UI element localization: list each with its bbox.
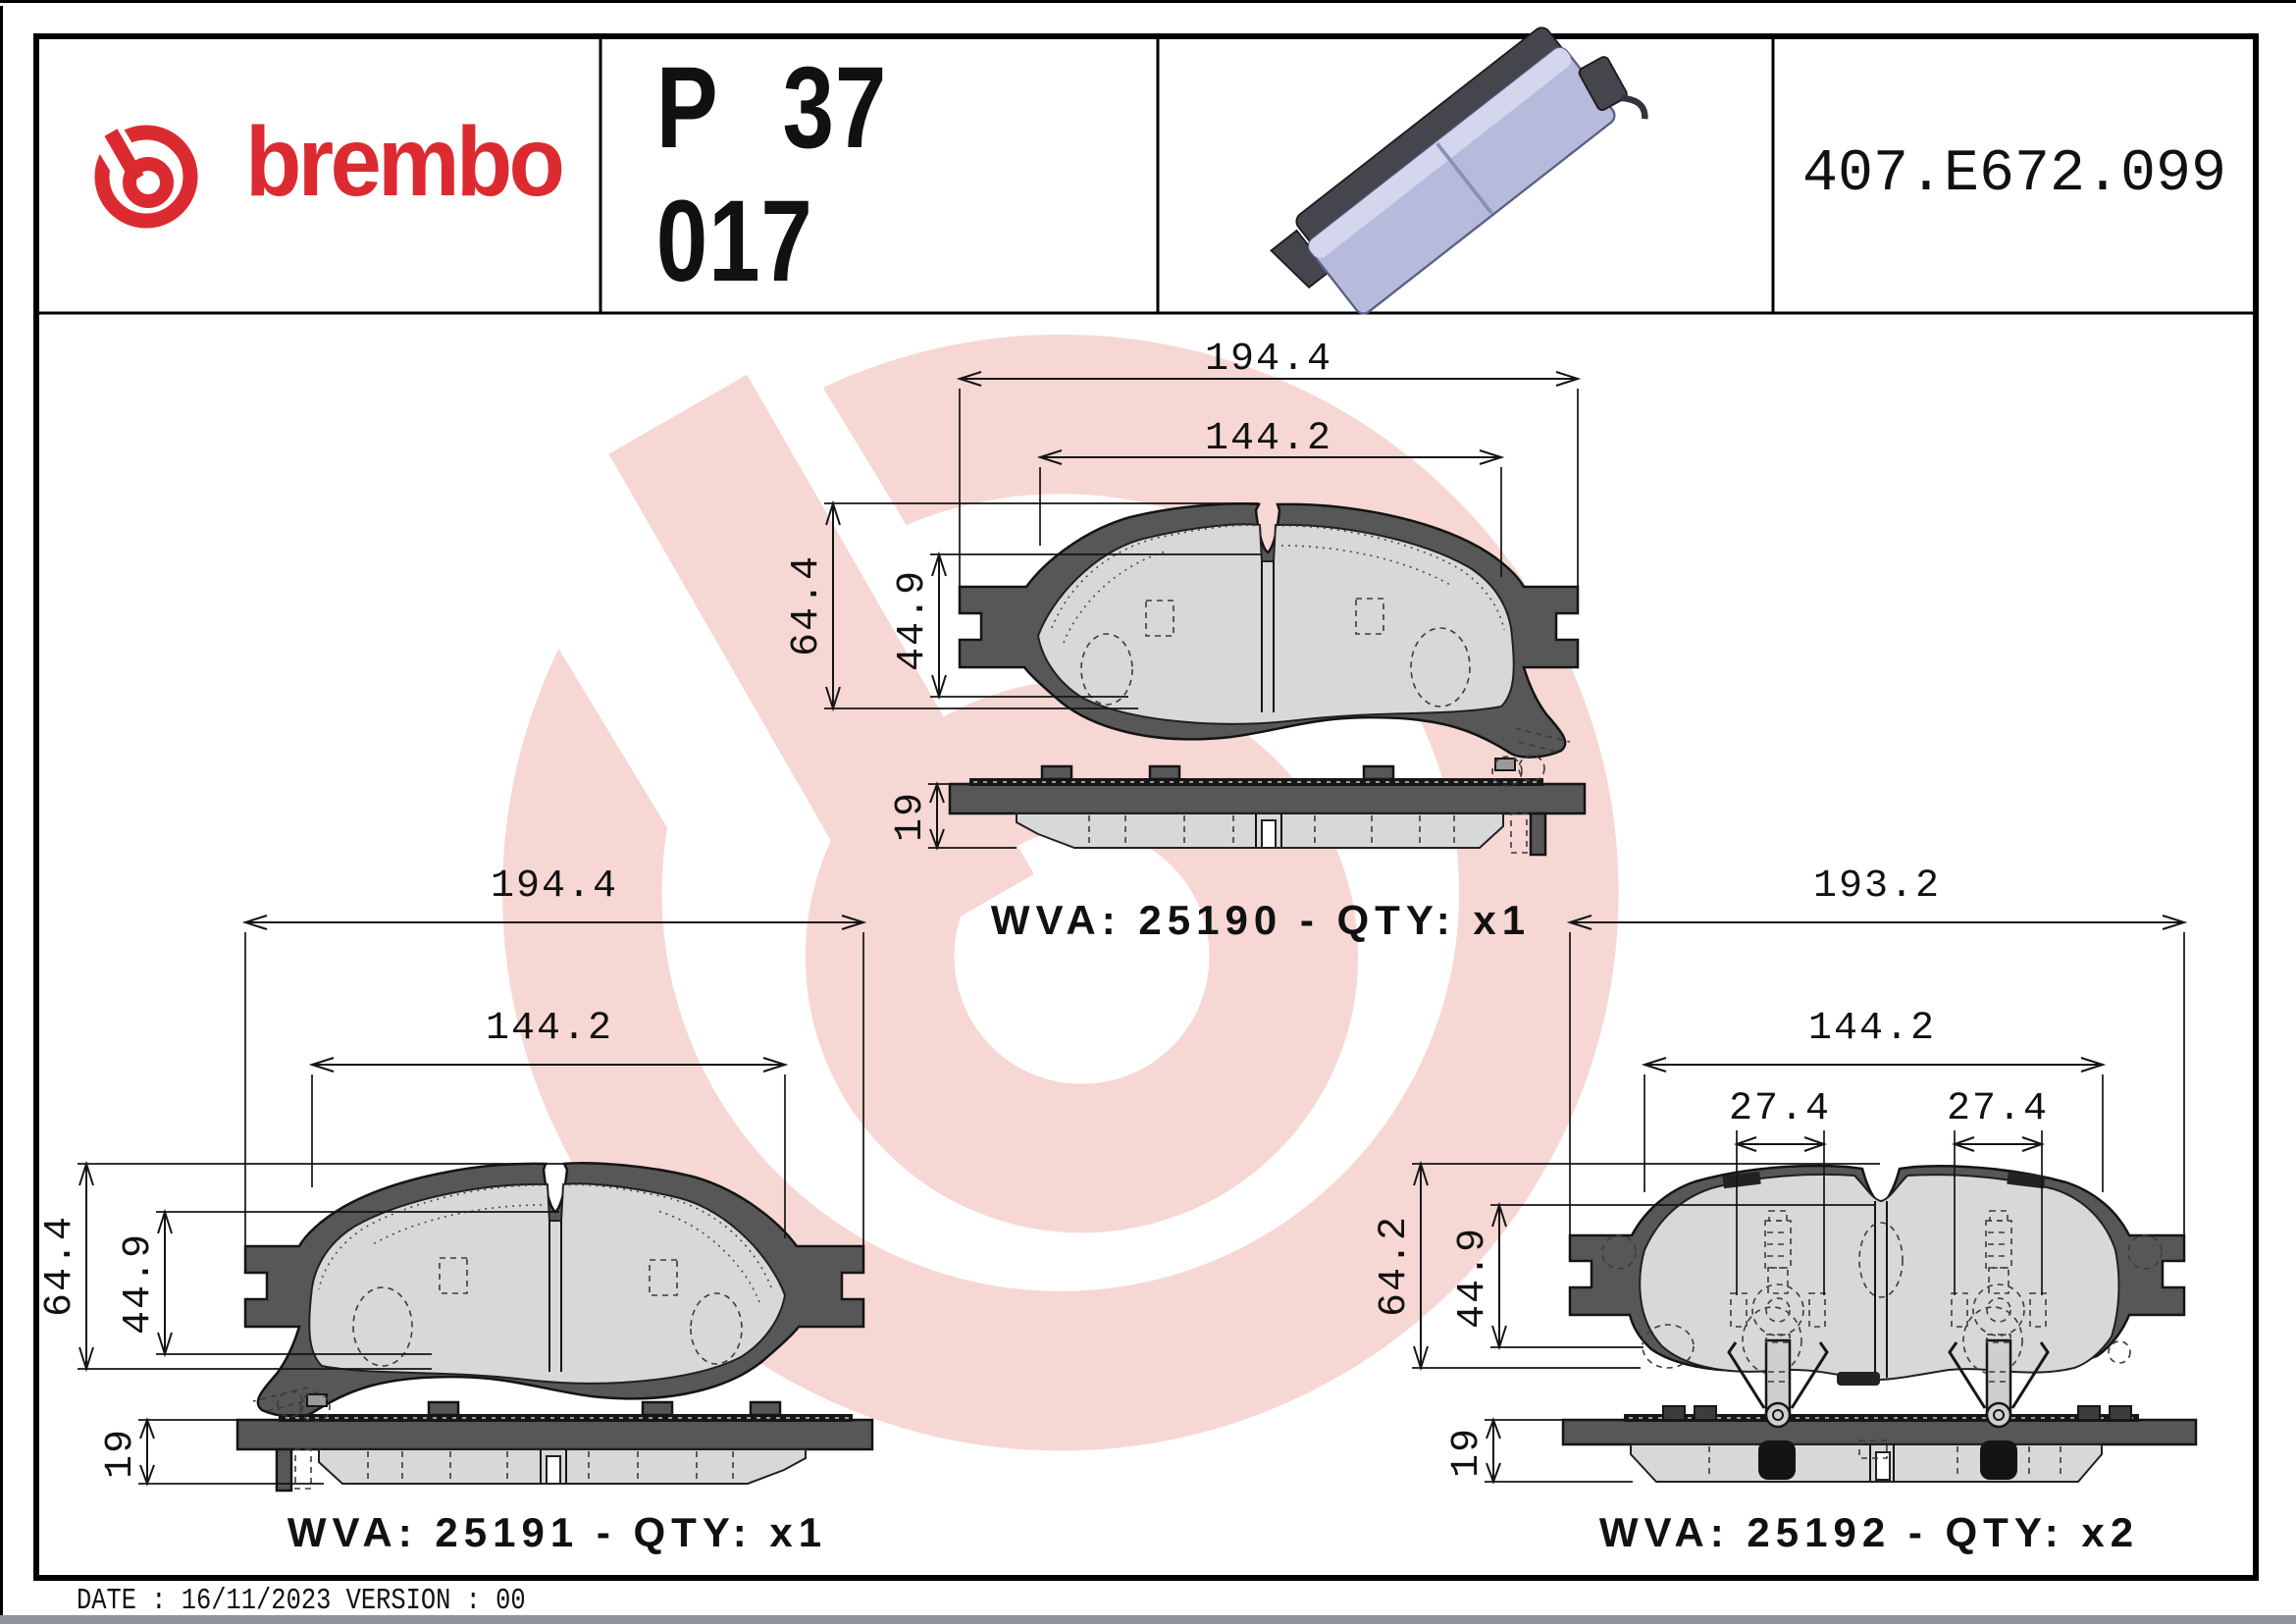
footer-date-version-text: DATE : 16/11/2023 VERSION : 00 <box>77 1584 526 1618</box>
reference-code-text: 407.E672.099 <box>1801 141 2227 208</box>
spring-clip-dashed-right <box>1951 1210 2047 1375</box>
dim-friction-height-bl: 44.9 <box>117 1232 161 1335</box>
brembo-circle-b-logo <box>96 116 190 221</box>
dim-thickness-top: 19 <box>889 791 933 842</box>
dim-overall-width-top: 194.4 <box>1205 338 1332 382</box>
part-number-text: P 37 017 <box>655 43 888 306</box>
brand-wordmark: brembo <box>245 107 565 217</box>
drawing-bottom-right-front-view: 193.2 144.2 27.4 27.4 64.2 44.9 <box>1373 864 2198 1555</box>
brake-pad-3d-render <box>1270 26 1648 315</box>
side-view-with-springs <box>1561 1334 2198 1483</box>
footer-date-version: DATE : 16/11/2023 VERSION : 00 <box>77 1584 960 1618</box>
drawing-bottom-left-front-view: 194.4 144.2 64.4 44.9 19 WVA: 25191 - QT… <box>38 864 874 1555</box>
dim-friction-width-bl: 144.2 <box>486 1007 613 1051</box>
dim-thickness-bl: 19 <box>99 1428 143 1479</box>
dim-friction-width-br: 144.2 <box>1808 1007 1936 1051</box>
dim-overall-height-bl: 64.4 <box>38 1215 82 1317</box>
dim-overall-height-br: 64.2 <box>1373 1215 1417 1317</box>
dim-clip-spacing-right: 27.4 <box>1947 1087 2049 1131</box>
wva-qty-label-top: WVA: 25190 - QTY: x1 <box>991 897 1531 943</box>
abutment-spring-left <box>1727 1334 1829 1429</box>
wva-qty-label-bl: WVA: 25191 - QTY: x1 <box>287 1509 827 1555</box>
part-number: P 37 017 <box>600 36 1158 313</box>
reference-code: 407.E672.099 <box>1773 36 2256 313</box>
wva-qty-label-br: WVA: 25192 - QTY: x2 <box>1599 1509 2139 1555</box>
spring-clip-dashed-left <box>1730 1210 1826 1375</box>
dim-friction-height-br: 44.9 <box>1451 1227 1495 1329</box>
dim-thickness-br: 19 <box>1445 1427 1489 1478</box>
dim-overall-width-br: 193.2 <box>1813 864 1941 909</box>
drawing-top-front-view: 194.4 144.2 64.4 44.9 19 WVA: 25190 - QT… <box>785 338 1587 943</box>
dim-overall-width-bl: 194.4 <box>491 864 618 909</box>
dim-overall-height-top: 64.4 <box>785 554 829 656</box>
abutment-spring-right <box>1948 1334 2050 1429</box>
dim-friction-height-top: 44.9 <box>891 569 935 671</box>
dim-friction-width-top: 144.2 <box>1205 417 1332 461</box>
dim-clip-spacing-left: 27.4 <box>1729 1087 1831 1131</box>
